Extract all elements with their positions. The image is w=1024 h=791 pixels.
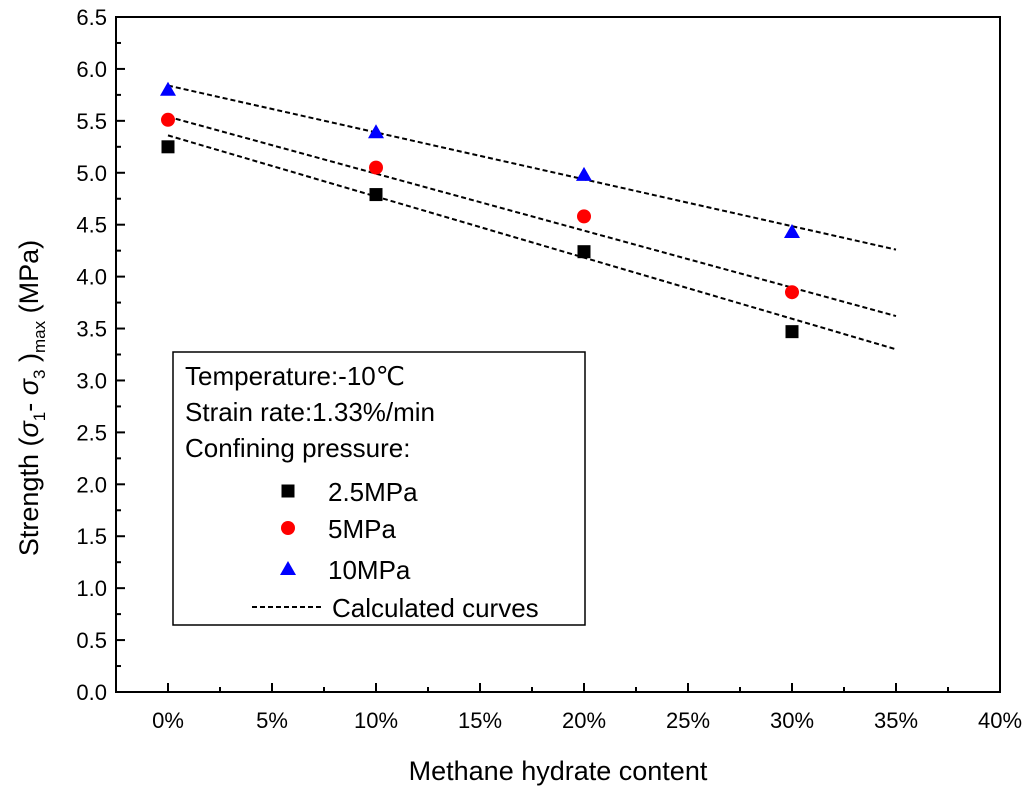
calculated-curves — [167, 84, 897, 351]
y-title-sub3: 3 — [30, 370, 49, 379]
x-tick-label: 35% — [874, 708, 918, 733]
y-title-sigma3: σ — [14, 377, 44, 395]
annotation-line: Temperature:-10℃ — [185, 361, 405, 391]
y-tick-label: 3.5 — [76, 317, 107, 342]
data-point-5MPa — [369, 160, 383, 175]
data-point-2.5MPa — [369, 188, 383, 202]
legend-marker-2.5MPa — [281, 484, 295, 498]
legend-frame — [172, 351, 586, 626]
y-title-units: (MPa) — [14, 240, 44, 321]
y-tick-label: 1.0 — [76, 576, 107, 601]
data-point-5MPa — [161, 112, 175, 127]
y-tick-label: 0.0 — [76, 680, 107, 705]
x-tick-label: 0% — [152, 708, 184, 733]
x-tick-label: 25% — [666, 708, 710, 733]
y-tick-label: 5.0 — [76, 161, 107, 186]
annotation-line: Strain rate:1.33%/min — [185, 397, 435, 427]
legend-label: 10MPa — [328, 555, 411, 585]
y-title-subscript: max — [30, 320, 49, 353]
y-title-sub1: 1 — [30, 412, 49, 421]
y-tick-label: 2.0 — [76, 472, 107, 497]
x-tick-label: 15% — [458, 708, 502, 733]
data-point-5MPa — [785, 285, 799, 300]
y-tick-label: 4.5 — [76, 213, 107, 238]
data-point-10MPa — [576, 166, 592, 181]
y-tick-label: 0.5 — [76, 628, 107, 653]
svg-text:Strength (σ1- σ3 )max (MPa): Strength (σ1- σ3 )max (MPa) — [14, 240, 49, 556]
y-axis-title: Strength (σ1- σ3 )max (MPa) — [14, 240, 49, 556]
y-tick-label: 2.5 — [76, 420, 107, 445]
legend-label: 2.5MPa — [328, 477, 418, 507]
x-tick-label: 10% — [354, 708, 398, 733]
y-title-sigma1: σ — [14, 420, 44, 438]
axes: 0.0 0.5 1.0 1.5 2.0 2.5 3.0 3.5 4.0 4.5 5.0 5.5 6.0 6… — [76, 5, 1022, 733]
y-tick-label: 6.0 — [76, 57, 107, 82]
legend-marker-5MPa — [281, 521, 295, 535]
x-tick-label: 40% — [978, 708, 1022, 733]
data-point-2.5MPa — [785, 325, 799, 339]
x-axis-title: Methane hydrate content — [409, 756, 708, 786]
legend-label: Calculated curves — [332, 593, 539, 623]
y-tick-label: 3.0 — [76, 368, 107, 393]
data-point-2.5MPa — [577, 245, 591, 259]
legend-box: Temperature:-10℃ Strain rate:1.33%/min Con… — [172, 351, 586, 626]
data-point-10MPa — [784, 223, 800, 238]
calculated-curve-line — [167, 134, 897, 351]
y-tick-label: 1.5 — [76, 524, 107, 549]
y-title-prefix: Strength ( — [14, 438, 44, 557]
y-title-close: ) — [14, 353, 44, 370]
legend-marker-10MPa — [280, 561, 296, 575]
data-point-2.5MPa — [161, 140, 175, 154]
axis-titles: Methane hydrate content Strength (σ1- σ3… — [14, 240, 708, 786]
annotation-line: Confining pressure: — [185, 433, 410, 463]
calculated-curve-line — [167, 84, 897, 251]
data-point-10MPa — [368, 124, 384, 139]
data-point-10MPa — [160, 81, 176, 96]
y-tick-label: 4.0 — [76, 265, 107, 290]
y-title-dash: - — [14, 395, 44, 412]
x-tick-label: 30% — [770, 708, 814, 733]
x-tick-label: 20% — [562, 708, 606, 733]
y-tick-label: 6.5 — [76, 5, 107, 30]
calculated-curve-line — [167, 115, 897, 318]
data-point-5MPa — [577, 209, 591, 224]
y-tick-label: 5.5 — [76, 109, 107, 134]
data-points — [160, 81, 800, 339]
x-tick-label: 5% — [256, 708, 288, 733]
legend-label: 5MPa — [328, 514, 396, 544]
